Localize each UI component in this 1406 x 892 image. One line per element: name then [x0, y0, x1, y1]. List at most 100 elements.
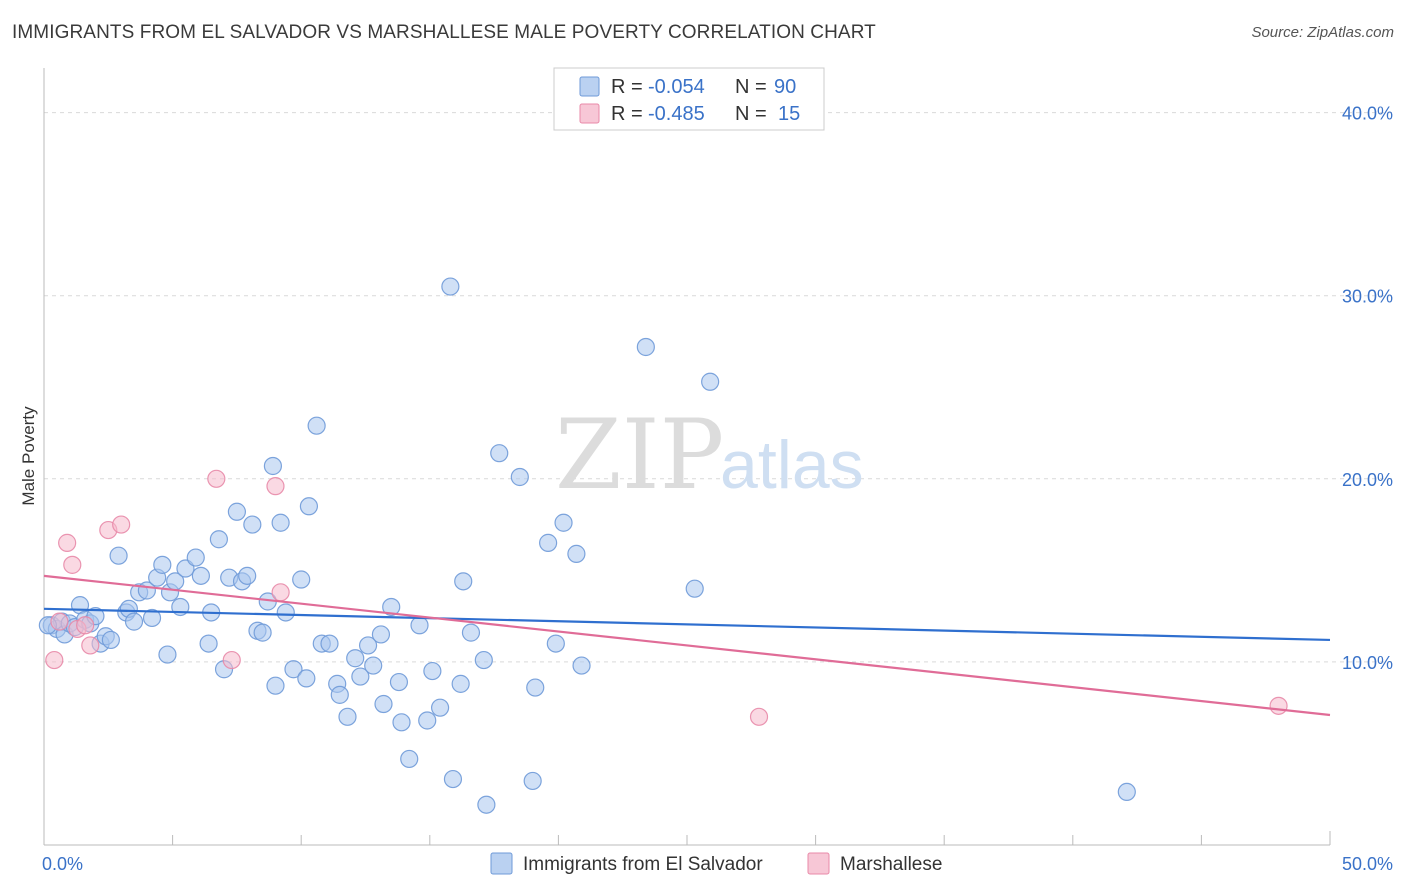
watermark: ZIP atlas [555, 399, 864, 511]
point-blue-51 [320, 634, 339, 653]
point-blue-68 [430, 698, 450, 717]
point-pink-10 [271, 583, 290, 602]
point-blue-36 [238, 566, 257, 585]
point-blue-49 [307, 416, 326, 435]
point-blue-62 [389, 672, 409, 692]
point-pink-11 [76, 616, 95, 635]
point-blue-78 [523, 771, 542, 791]
point-blue-31 [209, 530, 228, 549]
point-blue-22 [158, 645, 177, 664]
point-pink-8 [222, 650, 241, 670]
point-blue-63 [392, 713, 411, 732]
point-blue-82 [554, 513, 573, 532]
chart-title: IMMIGRANTS FROM EL SALVADOR VS MARSHALLE… [12, 22, 876, 43]
legend-r-value-pink: -0.485 [648, 103, 705, 125]
point-blue-57 [358, 636, 378, 655]
bottom-legend-swatch-pink [807, 852, 830, 875]
point-blue-76 [490, 444, 509, 463]
point-blue-29 [199, 634, 218, 653]
point-blue-42 [266, 676, 285, 695]
y-axis-title: Male Poverty [19, 406, 38, 506]
y-tick-label-2: 30.0% [1342, 287, 1393, 307]
point-blue-66 [418, 711, 437, 730]
point-blue-56 [351, 667, 370, 686]
point-blue-81 [546, 634, 565, 653]
point-blue-53 [330, 685, 349, 704]
legend-n-value-blue: 90 [774, 76, 796, 98]
point-blue-80 [539, 533, 558, 552]
trend-line-pink [43, 574, 1331, 717]
point-blue-27 [186, 548, 205, 567]
point-blue-77 [510, 467, 529, 487]
point-blue-47 [297, 669, 316, 688]
bottom-legend-swatch-blue [490, 852, 513, 875]
point-blue-84 [572, 656, 591, 675]
point-blue-59 [371, 625, 391, 644]
point-blue-43 [271, 513, 290, 532]
point-blue-37 [243, 515, 262, 534]
y-tick-label-3: 40.0% [1342, 104, 1393, 124]
point-blue-21 [153, 555, 172, 574]
point-blue-19 [142, 608, 162, 628]
legend-swatch-pink [579, 103, 600, 124]
axes [43, 68, 1331, 846]
point-blue-87 [701, 372, 720, 391]
point-pink-13 [749, 707, 769, 726]
legend-box: R = -0.054 N = 90 R = -0.485 N = 15 [553, 67, 825, 131]
legend-r-label-pink: R = [611, 103, 643, 125]
point-blue-55 [346, 649, 365, 668]
point-blue-54 [338, 707, 357, 726]
point-blue-69 [441, 277, 460, 296]
legend-n-label-blue: N = [735, 76, 767, 98]
point-blue-70 [443, 769, 463, 789]
watermark-zip: ZIP [555, 399, 724, 511]
scatter-points [38, 277, 1288, 814]
source-label: Source: ZipAtlas.com [1251, 24, 1394, 41]
point-blue-45 [284, 660, 303, 679]
point-blue-65 [410, 616, 429, 635]
point-blue-73 [461, 623, 481, 642]
point-blue-46 [292, 570, 311, 589]
point-pink-4 [81, 636, 100, 655]
point-blue-16 [124, 612, 144, 631]
watermark-atlas: atlas [720, 427, 864, 503]
point-blue-58 [364, 656, 383, 675]
grid-lines [44, 112, 1392, 663]
point-blue-83 [567, 544, 586, 563]
point-blue-74 [474, 650, 493, 670]
point-pink-2 [63, 555, 82, 574]
point-pink-12 [50, 612, 69, 631]
point-blue-67 [423, 661, 442, 681]
point-blue-60 [374, 694, 393, 714]
trend-line-blue [43, 607, 1331, 642]
legend-n-label-pink: N = [735, 103, 767, 125]
point-blue-71 [454, 572, 473, 591]
point-blue-64 [400, 749, 419, 769]
point-pink-14 [1269, 696, 1288, 715]
trend-lines [43, 574, 1331, 717]
bottom-legend-label-pink: Marshallese [840, 854, 942, 875]
point-blue-79 [526, 678, 545, 697]
x-tick-label-1: 50.0% [1342, 854, 1393, 874]
x-tick-label-0: 0.0% [42, 854, 83, 874]
y-tick-label-0: 10.0% [1342, 653, 1393, 673]
point-blue-86 [685, 579, 704, 598]
y-tick-label-1: 20.0% [1342, 470, 1393, 490]
point-blue-44 [276, 603, 295, 622]
legend-r-value-blue: -0.054 [648, 76, 705, 98]
legend-n-value-pink: 15 [778, 103, 800, 125]
point-blue-12 [101, 630, 120, 650]
point-blue-39 [253, 623, 272, 642]
point-blue-48 [299, 497, 319, 516]
point-blue-61 [382, 597, 401, 617]
point-pink-7 [207, 469, 226, 488]
point-pink-0 [45, 650, 64, 670]
legend-r-label-blue: R = [611, 76, 643, 98]
point-blue-34 [227, 502, 246, 521]
point-blue-72 [451, 674, 470, 693]
point-blue-13 [109, 546, 128, 565]
point-blue-85 [636, 337, 655, 357]
legend-swatch-blue [579, 76, 600, 97]
point-pink-9 [266, 477, 285, 496]
